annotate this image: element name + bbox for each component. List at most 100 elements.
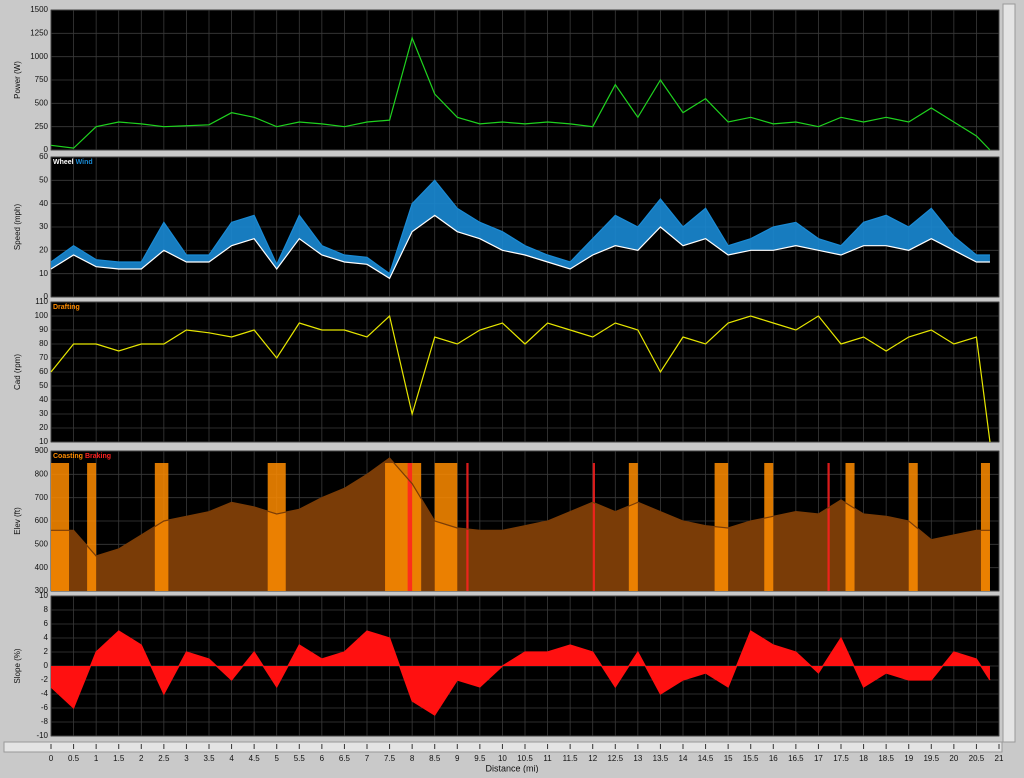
x-tick-label: 12.5: [607, 754, 623, 763]
x-tick-label: 0.5: [68, 754, 80, 763]
y-axis-label: Speed (mph): [13, 204, 22, 251]
series-line: [50, 214, 990, 280]
series-line: [50, 36, 991, 151]
y-tick-label: -6: [41, 703, 49, 712]
y-tick-label: 70: [39, 353, 48, 362]
y-tick-label: 50: [39, 175, 48, 184]
span: [980, 463, 990, 591]
x-tick-label: 0: [49, 754, 54, 763]
x-tick-label: 9.5: [474, 754, 486, 763]
y-axis-label: Power (W): [13, 61, 22, 99]
y-tick-label: 750: [35, 75, 49, 84]
y-tick-label: 50: [39, 381, 48, 390]
span: [764, 463, 774, 591]
x-tick-label: 10.5: [517, 754, 533, 763]
span: [154, 463, 169, 591]
x-tick-label: 17.5: [833, 754, 849, 763]
y-tick-label: 110: [35, 297, 48, 306]
x-tick-label: 1.5: [113, 754, 125, 763]
y-tick-label: 400: [35, 563, 49, 572]
area-fill: [51, 458, 990, 591]
x-tick-label: 6.5: [339, 754, 351, 763]
y-tick-label: 100: [35, 311, 49, 320]
x-tick-label: 8.5: [429, 754, 441, 763]
x-tick-label: 17: [814, 754, 823, 763]
y-tick-label: 800: [35, 469, 49, 478]
x-tick-label: 21: [995, 754, 1004, 763]
span: [827, 463, 830, 591]
y-tick-label: 60: [39, 367, 48, 376]
y-tick-label: 500: [35, 539, 49, 548]
y-tick-label: 8: [44, 605, 49, 614]
y-tick-label: -8: [41, 717, 49, 726]
x-tick-label: 8: [410, 754, 415, 763]
x-tick-label: 19.5: [923, 754, 939, 763]
y-tick-label: 0: [44, 292, 49, 301]
y-tick-label: 60: [39, 152, 48, 161]
y-tick-label: 2: [44, 647, 49, 656]
series-line: [50, 314, 991, 443]
x-axis-label: Distance (mi): [485, 763, 538, 773]
x-tick-label: 18.5: [878, 754, 894, 763]
band-fill: [51, 180, 990, 279]
x-tick-label: 11.5: [563, 754, 579, 763]
y-tick-label: 30: [39, 409, 48, 418]
x-tick-label: 5: [274, 754, 279, 763]
y-tick-label: 10: [39, 437, 48, 446]
x-tick-label: 16: [769, 754, 778, 763]
span: [845, 463, 855, 591]
x-tick-label: 14.5: [698, 754, 714, 763]
x-tick-label: 7.5: [384, 754, 396, 763]
x-tick-label: 2: [139, 754, 144, 763]
y-tick-label: 250: [35, 122, 49, 131]
y-tick-label: -2: [41, 675, 49, 684]
y-tick-label: 500: [35, 98, 49, 107]
span: [385, 463, 422, 591]
y-tick-label: 1500: [30, 5, 48, 14]
x-tick-label: 3: [184, 754, 189, 763]
x-tick-label: 12: [588, 754, 597, 763]
x-tick-label: 20: [949, 754, 958, 763]
span: [908, 463, 918, 591]
y-tick-label: 700: [35, 493, 49, 502]
y-tick-label: 1250: [30, 28, 48, 37]
y-tick-label: 80: [39, 339, 48, 348]
x-tick-label: 4: [229, 754, 234, 763]
span: [592, 463, 595, 591]
y-tick-label: 10: [39, 269, 48, 278]
y-tick-label: 90: [39, 325, 48, 334]
legend-entry: Coasting: [53, 453, 83, 460]
x-tick-label: 6: [320, 754, 325, 763]
y-tick-label: 30: [39, 222, 48, 231]
y-tick-label: 6: [44, 619, 49, 628]
span: [466, 463, 469, 591]
span: [628, 463, 638, 591]
x-tick-label: 13.5: [653, 754, 669, 763]
x-tick-label: 9: [455, 754, 460, 763]
x-tick-label: 4.5: [249, 754, 261, 763]
legend-entry: Wind: [76, 159, 93, 166]
series-line: [50, 630, 991, 716]
x-tick-label: 18: [859, 754, 868, 763]
y-axis-label: Cad (rpm): [13, 354, 22, 390]
x-tick-label: 11: [543, 754, 552, 763]
y-tick-label: 900: [35, 446, 49, 455]
y-axis-label: Slope (%): [13, 648, 22, 683]
x-tick-label: 2.5: [158, 754, 170, 763]
y-tick-label: 40: [39, 199, 48, 208]
horizontal-scrollbar[interactable]: [3, 741, 1003, 753]
vertical-scrollbar[interactable]: [1002, 3, 1016, 743]
y-axis-label: Elev (ft): [13, 507, 22, 535]
series-line: [51, 457, 990, 557]
x-tick-label: 14: [679, 754, 688, 763]
x-tick-label: 3.5: [203, 754, 215, 763]
y-tick-label: 40: [39, 395, 48, 404]
x-tick-label: 10: [498, 754, 507, 763]
area-fill: [51, 631, 990, 715]
y-tick-label: 0: [44, 661, 49, 670]
x-tick-label: 5.5: [294, 754, 306, 763]
x-tick-label: 7: [365, 754, 370, 763]
y-tick-label: -10: [36, 731, 48, 740]
